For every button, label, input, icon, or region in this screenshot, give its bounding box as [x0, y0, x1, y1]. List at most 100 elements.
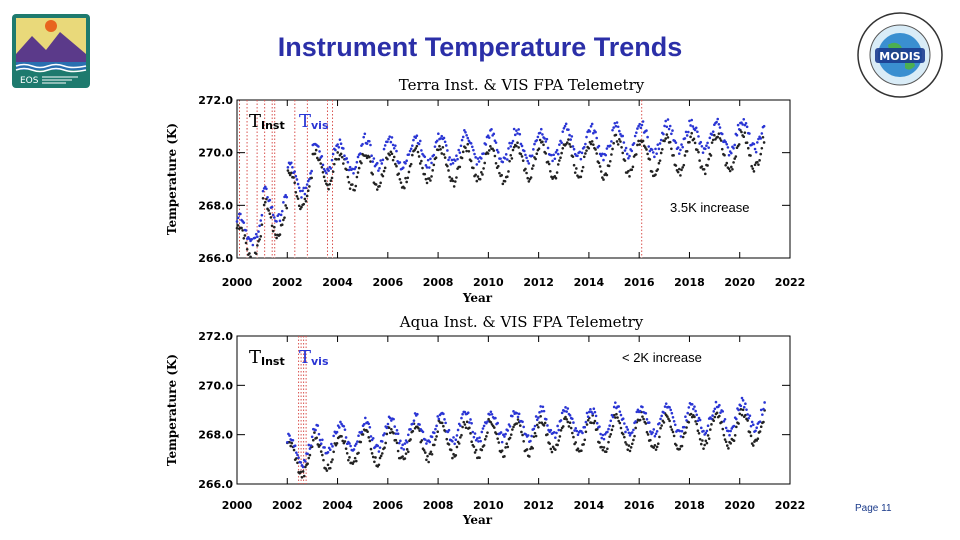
inst-data-point [682, 163, 686, 167]
vis-data-point [667, 127, 671, 131]
inst-data-point [761, 135, 765, 139]
vis-data-point [348, 165, 352, 169]
x-tick-label: 2008 [423, 276, 454, 289]
vis-data-point [456, 157, 459, 161]
inst-data-point [259, 235, 263, 238]
vis-data-point [423, 438, 427, 441]
vis-data-point [242, 221, 246, 224]
vis-data-point [621, 417, 625, 420]
inst-data-point [524, 167, 527, 171]
inst-data-point [619, 140, 622, 143]
inst-data-point [371, 455, 375, 459]
vis-data-point [594, 414, 598, 418]
vis-data-point [695, 413, 699, 417]
vis-data-point [348, 442, 351, 445]
vis-data-point [535, 418, 539, 422]
inst-data-point [503, 179, 507, 183]
vis-data-point [494, 416, 497, 420]
inst-data-point [683, 154, 687, 157]
inst-data-point [345, 168, 349, 172]
vis-data-point [383, 432, 386, 435]
vis-data-point [572, 421, 575, 424]
inst-data-point [654, 448, 658, 451]
inst-data-point [385, 432, 389, 436]
vis-data-point [314, 428, 317, 432]
inst-data-point [676, 170, 680, 174]
inst-data-point [438, 144, 441, 148]
inst-data-point [749, 154, 752, 157]
vis-data-point [291, 438, 295, 442]
vis-data-point [614, 401, 617, 404]
vis-data-point [370, 154, 373, 158]
vis-data-point [746, 413, 749, 416]
y-tick-label: 272.0 [198, 94, 233, 107]
vis-data-point [651, 151, 655, 154]
vis-data-point [754, 429, 757, 433]
vis-data-point [416, 412, 419, 416]
inst-data-point [569, 145, 572, 148]
vis-data-point [304, 460, 307, 463]
inst-data-point [727, 167, 731, 171]
vis-data-point [280, 209, 284, 213]
vis-data-point [296, 182, 300, 186]
legend-inst-subscript: Inst [261, 355, 285, 368]
inst-data-point [532, 435, 536, 438]
vis-data-point [623, 149, 627, 152]
vis-data-point [448, 156, 451, 159]
inst-data-point [459, 436, 462, 439]
inst-data-point [649, 438, 652, 442]
vis-data-point [386, 140, 389, 144]
vis-data-point [658, 142, 662, 145]
vis-data-point [375, 161, 379, 165]
legend-vis-subscript: vis [311, 355, 329, 368]
vis-data-point [477, 440, 480, 443]
inst-data-point [407, 170, 411, 174]
vis-data-point [496, 151, 500, 154]
vis-data-point [265, 187, 268, 191]
inst-data-point [387, 426, 391, 430]
inst-data-point [284, 204, 287, 207]
inst-data-point [489, 420, 493, 424]
x-tick-label: 2022 [775, 276, 806, 289]
vis-data-point [761, 413, 764, 416]
vis-data-point [473, 152, 476, 156]
inst-data-point [470, 440, 473, 443]
inst-data-point [461, 425, 464, 429]
inst-data-point [738, 412, 742, 416]
inst-data-point [625, 443, 628, 446]
inst-data-point [481, 173, 484, 176]
vis-data-point [540, 410, 544, 413]
vis-data-point [378, 166, 381, 170]
inst-data-point [449, 179, 453, 183]
vis-data-point [433, 145, 437, 148]
vis-data-point [676, 146, 680, 149]
inst-data-point [693, 141, 697, 145]
vis-data-point [302, 186, 306, 190]
inst-data-point [631, 165, 635, 169]
vis-data-point [646, 135, 649, 139]
inst-data-point [556, 163, 560, 166]
vis-data-point [683, 425, 686, 429]
vis-data-point [618, 129, 621, 133]
vis-data-point [270, 205, 274, 209]
inst-data-point [702, 447, 705, 450]
vis-data-point [343, 154, 346, 158]
modis-logo-text: MODIS [879, 50, 921, 63]
vis-data-point [640, 123, 644, 127]
inst-data-point [466, 142, 470, 146]
vis-data-point [412, 138, 415, 142]
vis-data-point [556, 152, 560, 156]
inst-data-point [701, 439, 704, 442]
vis-data-point [659, 417, 662, 421]
vis-data-point [493, 139, 497, 143]
vis-data-point [277, 213, 281, 216]
vis-data-point [686, 411, 689, 415]
vis-data-point [736, 123, 740, 127]
vis-data-point [320, 154, 324, 158]
vis-data-point [456, 428, 460, 432]
inst-data-point [585, 423, 589, 426]
vis-data-point [461, 412, 464, 416]
inst-data-point [301, 470, 305, 473]
vis-data-point [480, 430, 484, 434]
inst-data-point [347, 458, 350, 462]
